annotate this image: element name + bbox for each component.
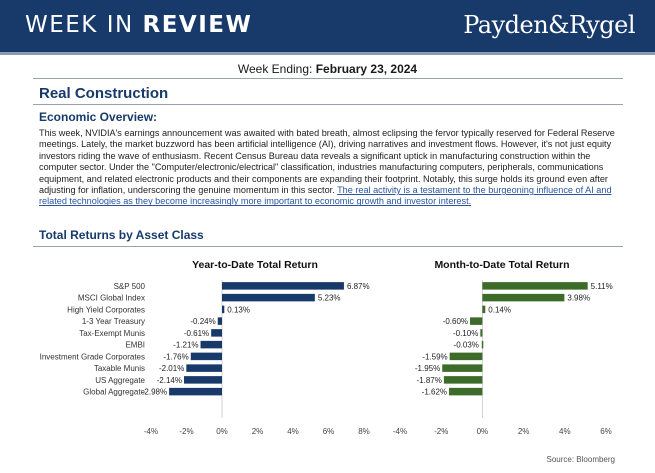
ytd-bar: [222, 282, 344, 290]
article-body: This week, NVIDIA's earnings announcemen…: [39, 128, 615, 207]
brand-logo: Payden&Rygel: [463, 11, 635, 39]
ytd-bar: [190, 352, 222, 361]
divider: [33, 104, 623, 105]
ytd-data-label: -2.01%: [159, 364, 184, 373]
mtd-bar: [443, 376, 483, 384]
ytd-bar: [217, 317, 222, 325]
ytd-bar: [184, 376, 222, 384]
mtd-chart-title: Month-to-Date Total Return: [434, 259, 570, 271]
ytd-data-label: -2.14%: [157, 376, 182, 385]
ytd-bar: [200, 340, 222, 349]
ytd-bar: [211, 329, 222, 337]
mtd-bar: [449, 352, 483, 361]
header-accent-line: [0, 52, 655, 55]
mtd-bar: [449, 387, 483, 396]
category-label: Global Aggregate: [83, 388, 145, 397]
mtd-bar: [481, 340, 484, 349]
returns-heading: Total Returns by Asset Class: [39, 228, 204, 242]
category-label: US Aggregate: [95, 376, 145, 385]
mtd-bar: [482, 282, 588, 290]
category-label: High Yield Corporates: [67, 305, 145, 314]
article-link[interactable]: The real activity is a testament to the …: [39, 185, 612, 207]
ytd-data-label: -0.61%: [184, 329, 209, 338]
ytd-bar: [222, 305, 225, 314]
ytd-tick-label: 0%: [216, 427, 228, 436]
mtd-tick-label: 2%: [518, 427, 530, 436]
category-label: Tax-Exempt Munis: [79, 329, 145, 338]
mtd-tick-label: 6%: [600, 427, 612, 436]
ytd-tick-label: 8%: [358, 427, 370, 436]
mtd-bar: [442, 364, 483, 372]
ytd-data-label: -2.98%: [142, 388, 167, 397]
ytd-data-label: 5.23%: [318, 294, 341, 303]
category-label: 1-3 Year Treasury: [82, 317, 145, 326]
ytd-data-label: 6.87%: [347, 282, 370, 291]
mtd-tick-label: 4%: [559, 427, 571, 436]
category-label: Taxable Munis: [94, 364, 145, 373]
divider: [33, 78, 623, 79]
ytd-tick-label: 2%: [252, 427, 264, 436]
mtd-data-label: -0.10%: [453, 329, 478, 338]
category-label: S&P 500: [114, 282, 146, 291]
ytd-tick-label: -4%: [144, 427, 158, 436]
section-title: Real Construction: [39, 85, 169, 102]
mtd-bar: [482, 305, 486, 314]
ytd-tick-label: 6%: [323, 427, 335, 436]
economic-overview-heading: Economic Overview:: [39, 110, 158, 124]
mtd-bar: [482, 293, 565, 302]
category-label: Investment Grade Corporates: [40, 352, 145, 361]
mtd-data-label: 3.98%: [567, 294, 590, 303]
ytd-tick-label: 4%: [287, 427, 299, 436]
mtd-tick-label: -4%: [393, 427, 407, 436]
mtd-data-label: -1.87%: [417, 376, 442, 385]
mtd-bar: [480, 329, 483, 337]
ytd-chart-title: Year-to-Date Total Return: [192, 259, 318, 271]
source-note: Source: Bloomberg: [546, 455, 615, 464]
ytd-tick-label: -2%: [179, 427, 193, 436]
mtd-data-label: -1.95%: [415, 364, 440, 373]
mtd-data-label: -1.62%: [422, 388, 447, 397]
ytd-bar: [222, 293, 315, 302]
ytd-data-label: -1.76%: [163, 352, 188, 361]
ytd-bar: [169, 387, 222, 396]
mtd-data-label: -0.60%: [443, 317, 468, 326]
category-label: EMBI: [125, 341, 145, 350]
mtd-data-label: 5.11%: [591, 282, 613, 291]
mtd-bar: [470, 317, 483, 325]
ytd-data-label: 0.13%: [227, 305, 250, 314]
week-ending: Week Ending: February 23, 2024: [237, 62, 418, 76]
divider: [33, 246, 623, 247]
mtd-tick-label: -2%: [434, 427, 448, 436]
ytd-bar: [186, 364, 222, 372]
mtd-data-label: -0.03%: [454, 341, 479, 350]
report-title: WEEK IN REVIEW: [25, 12, 253, 38]
ytd-data-label: -1.21%: [173, 341, 198, 350]
mtd-data-label: -1.59%: [422, 352, 447, 361]
mtd-tick-label: 0%: [477, 427, 489, 436]
mtd-data-label: 0.14%: [488, 305, 511, 314]
category-label: MSCI Global Index: [78, 294, 145, 303]
ytd-data-label: -0.24%: [190, 317, 215, 326]
header-banner: WEEK IN REVIEW Payden&Rygel: [0, 0, 655, 52]
